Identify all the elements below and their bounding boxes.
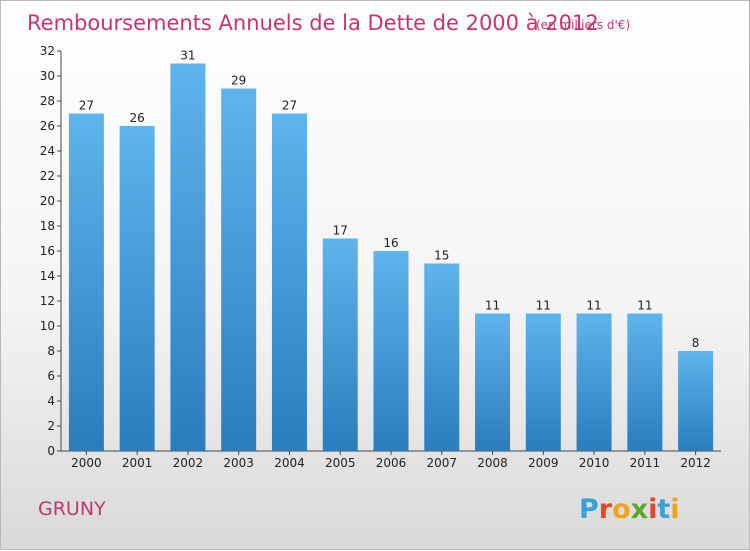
y-tick-label: 26 xyxy=(40,119,55,133)
value-label-2008: 11 xyxy=(485,299,500,313)
y-tick-label: 2 xyxy=(47,419,55,433)
bar-2006 xyxy=(373,251,409,451)
bar-2001 xyxy=(119,126,155,451)
y-tick-label: 24 xyxy=(40,144,55,158)
y-tick-label: 14 xyxy=(40,269,55,283)
x-tick-label-2001: 2001 xyxy=(122,456,153,470)
chart-subtitle: (en milliers d'€) xyxy=(536,18,630,32)
logo-letter: r xyxy=(599,494,613,525)
y-tick-label: 28 xyxy=(40,94,55,108)
y-tick-label: 22 xyxy=(40,169,55,183)
x-tick-label-2008: 2008 xyxy=(477,456,508,470)
y-tick-label: 0 xyxy=(47,444,55,458)
y-tick-label: 18 xyxy=(40,219,55,233)
value-label-2002: 31 xyxy=(180,49,195,63)
value-label-2001: 26 xyxy=(130,111,145,125)
x-tick-label-2005: 2005 xyxy=(325,456,356,470)
bar-2010 xyxy=(576,313,612,451)
x-tick-label-2006: 2006 xyxy=(376,456,407,470)
chart-title: Remboursements Annuels de la Dette de 20… xyxy=(27,11,599,35)
bars-group: 27 26 31 29 27 17 16 15 11 11 11 11 8 xyxy=(68,49,714,451)
x-tick-label-2003: 2003 xyxy=(223,456,254,470)
y-tick-label: 12 xyxy=(40,294,55,308)
logo-letter: t xyxy=(657,494,670,525)
bar-2007 xyxy=(424,263,460,451)
bar-2005 xyxy=(322,238,358,451)
value-label-2005: 17 xyxy=(333,224,348,238)
bar-2008 xyxy=(475,313,511,451)
y-tick-label: 4 xyxy=(47,394,55,408)
value-label-2012: 8 xyxy=(692,336,700,350)
y-tick-label: 8 xyxy=(47,344,55,358)
x-tick-label-2007: 2007 xyxy=(426,456,457,470)
bar-2009 xyxy=(525,313,561,451)
x-tick-label-2002: 2002 xyxy=(173,456,204,470)
x-tick-label-2009: 2009 xyxy=(528,456,559,470)
y-tick-label: 30 xyxy=(40,69,55,83)
value-label-2011: 11 xyxy=(637,299,652,313)
y-tick-label: 16 xyxy=(40,244,55,258)
y-tick-label: 10 xyxy=(40,319,55,333)
value-label-2007: 15 xyxy=(434,249,449,263)
bar-2002 xyxy=(170,63,206,451)
value-label-2009: 11 xyxy=(536,299,551,313)
x-tick-label-2012: 2012 xyxy=(680,456,711,470)
bar-2012 xyxy=(678,351,714,451)
logo-letter: i xyxy=(648,494,657,525)
value-label-2004: 27 xyxy=(282,99,297,113)
value-label-2003: 29 xyxy=(231,74,246,88)
proxiti-logo: Proxiti xyxy=(579,494,680,525)
logo-letter: x xyxy=(631,494,648,525)
bar-2003 xyxy=(221,88,257,451)
value-label-2006: 16 xyxy=(383,236,398,250)
x-tick-label-2004: 2004 xyxy=(274,456,305,470)
bar-2004 xyxy=(271,113,307,451)
logo-letter: i xyxy=(670,494,679,525)
value-label-2010: 11 xyxy=(586,299,601,313)
y-tick-label: 20 xyxy=(40,194,55,208)
x-tick-label-2011: 2011 xyxy=(630,456,661,470)
bar-2011 xyxy=(627,313,663,451)
commune-name: GRUNY xyxy=(38,498,106,520)
y-tick-label: 32 xyxy=(40,44,55,58)
x-tick-label-2010: 2010 xyxy=(579,456,610,470)
value-label-2000: 27 xyxy=(79,99,94,113)
x-tick-label-2000: 2000 xyxy=(71,456,102,470)
y-tick-label: 6 xyxy=(47,369,55,383)
bar-2000 xyxy=(68,113,104,451)
logo-letter: o xyxy=(612,494,631,525)
logo-letter: P xyxy=(579,494,599,525)
